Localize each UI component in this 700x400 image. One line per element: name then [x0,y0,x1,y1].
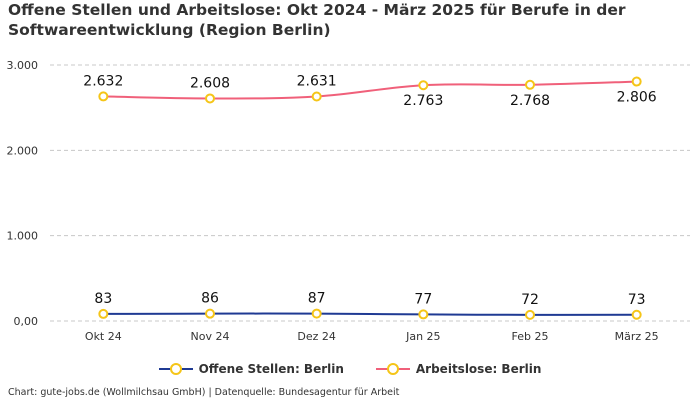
data-point [418,80,429,91]
data-label: 2.632 [83,73,123,89]
data-point [205,93,215,104]
data-label: 73 [628,292,646,308]
data-label: 2.631 [297,73,337,89]
legend-label-offene-stellen: Offene Stellen: Berlin [198,362,344,376]
y-tick-label: 1.000 [7,230,39,243]
grid-lines [50,64,690,322]
data-label: 86 [201,291,219,307]
series-line-1 [103,80,637,100]
legend-item-offene-stellen[interactable]: Offene Stellen: Berlin [158,362,344,376]
x-tick-label: Feb 25 [512,330,549,343]
y-tick-label: 2.000 [7,144,39,157]
y-tick-label: 0,00 [14,315,39,328]
x-axis: Okt 24 Nov 24 Dez 24 Jan 25 Feb 25 März 25 [85,330,659,343]
data-label: 2.763 [403,93,443,109]
data-labels: 83 86 87 77 72 73 2.632 2.608 2.631 2.763 2.768 2.8… [83,73,657,307]
data-point [418,309,429,320]
data-label: 2.806 [617,90,657,106]
data-label: 87 [308,291,326,307]
data-label: 72 [521,292,539,308]
data-point [311,308,322,319]
chart-title: Offene Stellen und Arbeitslose: Okt 2024… [8,1,626,39]
data-label: 2.608 [190,75,230,91]
data-point [205,308,215,319]
legend-item-arbeitslose[interactable]: Arbeitslose: Berlin [375,362,542,376]
data-point [98,308,109,319]
series-line-0 [103,312,637,316]
data-point [311,91,322,102]
data-point [98,91,109,102]
x-tick-label: März 25 [615,330,659,343]
legend-swatch-arbeitslose [375,362,410,376]
data-label: 83 [94,291,112,307]
line-chart: 0,00 1.000 2.000 3.000 Okt 24 Nov 24 Dez 24 Ja… [7,59,690,343]
legend-label-arbeitslose: Arbeitslose: Berlin [415,362,542,376]
legend-swatch-offene-stellen [158,362,193,376]
x-tick-label: Dez 24 [297,330,336,343]
data-point [631,76,642,87]
legend: Offene Stellen: Berlin Arbeitslose: Berl… [0,362,700,376]
source-note: Chart: gute-jobs.de (Wollmilchsau GmbH) … [8,387,400,398]
y-axis: 0,00 1.000 2.000 3.000 [7,59,39,328]
x-tick-label: Nov 24 [191,330,230,343]
data-point [525,79,535,90]
data-label: 2.768 [510,93,550,109]
y-tick-label: 3.000 [7,59,39,72]
series-lines [103,80,637,316]
x-tick-label: Jan 25 [405,330,440,343]
x-tick-label: Okt 24 [85,330,122,343]
data-point [525,309,535,320]
data-point [631,309,642,320]
series-markers [98,76,642,320]
data-label: 77 [414,291,432,307]
